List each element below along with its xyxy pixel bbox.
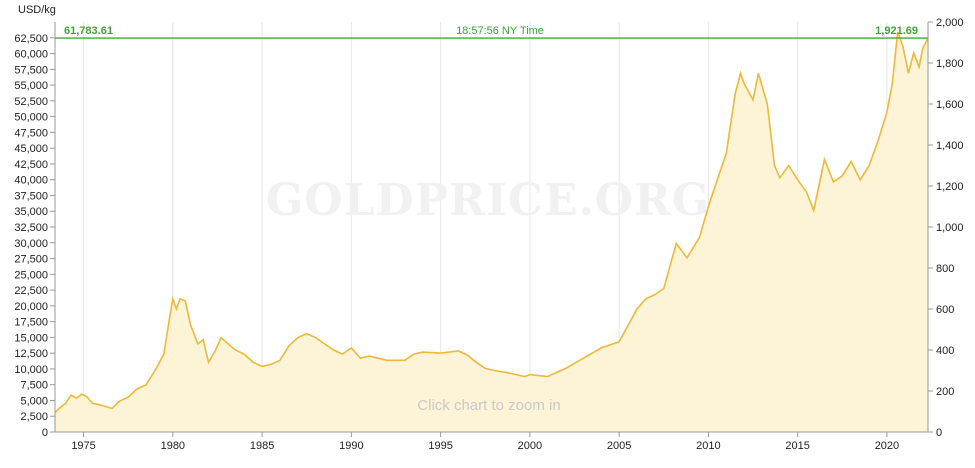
left-tick-label: 60,000 bbox=[14, 49, 48, 61]
left-tick-label: 27,500 bbox=[14, 254, 48, 266]
left-tick-label: 35,000 bbox=[14, 206, 48, 218]
left-tick-label: 57,500 bbox=[14, 64, 48, 76]
left-tick-label: 45,000 bbox=[14, 143, 48, 155]
zoom-hint: Click chart to zoom in bbox=[417, 397, 560, 414]
right-tick-label: 200 bbox=[936, 386, 954, 398]
left-tick-label: 50,000 bbox=[14, 112, 48, 124]
current-price-usd-oz: 1,921.69 bbox=[875, 25, 918, 37]
right-tick-label: 1,400 bbox=[936, 140, 964, 152]
current-price-usd-kg: 61,783.61 bbox=[64, 25, 113, 37]
price-line bbox=[54, 32, 929, 414]
watermark: GOLDPRICE.ORG bbox=[266, 175, 711, 226]
x-tick-label: 2020 bbox=[875, 440, 899, 452]
x-tick-label: 1985 bbox=[250, 440, 274, 452]
y-axis-unit-label: USD/kg bbox=[18, 4, 56, 16]
x-tick-label: 2010 bbox=[696, 440, 720, 452]
x-tick-label: 2000 bbox=[518, 440, 542, 452]
left-tick-label: 0 bbox=[42, 427, 48, 439]
left-tick-label: 42,500 bbox=[14, 159, 48, 171]
left-tick-label: 2,500 bbox=[20, 411, 48, 423]
x-tick-label: 2005 bbox=[607, 440, 631, 452]
left-tick-label: 5,000 bbox=[20, 395, 48, 407]
right-tick-label: 1,600 bbox=[936, 99, 964, 111]
right-tick-label: 1,800 bbox=[936, 58, 964, 70]
left-tick-label: 37,500 bbox=[14, 190, 48, 202]
left-tick-label: 52,500 bbox=[14, 96, 48, 108]
x-axis: 1975 1980 1985 1990 1995 2000 2005 2010 2015 2020 bbox=[55, 431, 928, 452]
right-y-axis: 0 200 400 600 800 1,000 1,200 1,400 1,600 1,800 2,… bbox=[927, 17, 964, 439]
x-tick-label: 2015 bbox=[785, 440, 809, 452]
timestamp-label: 18:57:56 NY Time bbox=[456, 25, 544, 37]
left-tick-label: 15,000 bbox=[14, 332, 48, 344]
right-tick-label: 0 bbox=[936, 427, 942, 439]
left-tick-label: 12,500 bbox=[14, 348, 48, 360]
x-tick-label: 1995 bbox=[428, 440, 452, 452]
left-tick-label: 32,500 bbox=[14, 222, 48, 234]
left-tick-label: 7,500 bbox=[20, 380, 48, 392]
right-tick-label: 2,000 bbox=[936, 17, 964, 29]
left-tick-label: 55,000 bbox=[14, 80, 48, 92]
left-tick-label: 22,500 bbox=[14, 285, 48, 297]
price-area bbox=[55, 32, 928, 433]
right-tick-label: 600 bbox=[936, 304, 954, 316]
x-tick-label: 1990 bbox=[339, 440, 363, 452]
left-tick-label: 47,500 bbox=[14, 127, 48, 139]
right-tick-label: 800 bbox=[936, 263, 954, 275]
left-tick-label: 10,000 bbox=[14, 364, 48, 376]
left-tick-label: 17,500 bbox=[14, 317, 48, 329]
left-tick-label: 62,500 bbox=[14, 33, 48, 45]
right-tick-label: 1,000 bbox=[936, 222, 964, 234]
left-tick-label: 25,000 bbox=[14, 269, 48, 281]
left-tick-label: 30,000 bbox=[14, 238, 48, 250]
x-tick-label: 1975 bbox=[71, 440, 95, 452]
right-tick-label: 1,200 bbox=[936, 181, 964, 193]
x-tick-label: 1980 bbox=[161, 440, 185, 452]
left-tick-label: 40,000 bbox=[14, 175, 48, 187]
left-y-axis: 0 2,500 5,000 7,500 10,000 12,500 15,000 17,500… bbox=[14, 22, 56, 439]
right-tick-label: 400 bbox=[936, 345, 954, 357]
left-tick-label: 20,000 bbox=[14, 301, 48, 313]
